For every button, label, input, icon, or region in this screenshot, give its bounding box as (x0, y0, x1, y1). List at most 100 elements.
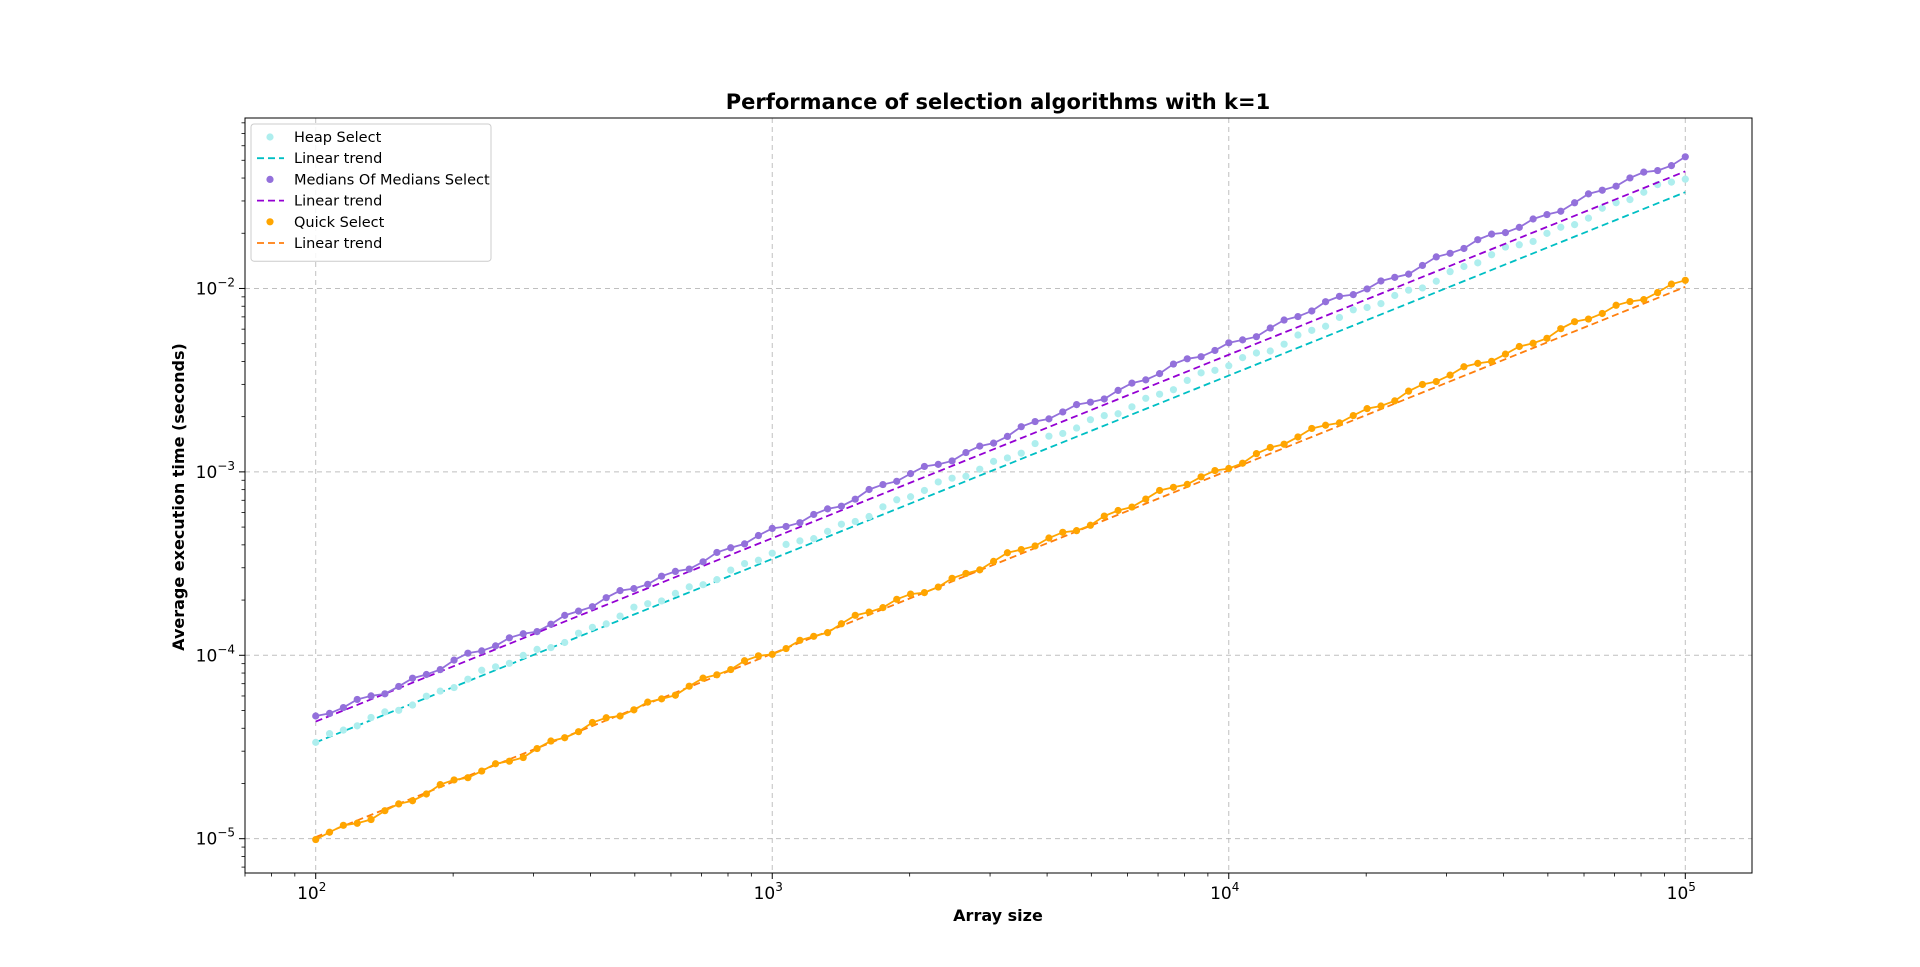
data-point (1335, 313, 1344, 322)
data-point (1017, 545, 1025, 554)
data-point (948, 574, 956, 582)
data-point (1280, 316, 1288, 324)
data-point (325, 828, 334, 836)
x-tick-base: 10 (754, 884, 776, 904)
data-point (561, 611, 569, 619)
data-point (1543, 229, 1551, 237)
data-point (602, 620, 610, 628)
legend-label: Heap Select (294, 130, 382, 146)
data-point (1363, 405, 1371, 413)
data-point (851, 495, 859, 503)
y-tick-base: 10 (196, 646, 218, 666)
data-point (1626, 297, 1634, 306)
data-point (1349, 306, 1357, 314)
data-point (436, 687, 444, 695)
data-point (1239, 336, 1247, 344)
data-point (325, 730, 334, 738)
data-point (408, 797, 417, 805)
y-axis-label: Average execution time (seconds) (169, 343, 188, 651)
data-point (408, 701, 417, 709)
data-point (1667, 162, 1676, 170)
data-point (395, 706, 403, 714)
data-point (1252, 333, 1261, 341)
data-point (1059, 528, 1067, 536)
data-point (519, 651, 527, 660)
data-point (1280, 340, 1288, 348)
data-point (768, 524, 776, 533)
x-tick-label: 103 (754, 880, 783, 904)
data-point (1363, 303, 1371, 312)
data-point (1460, 262, 1468, 271)
y-tick-label: 10−5 (196, 826, 235, 850)
data-point (810, 510, 818, 519)
trend-line (315, 170, 1686, 723)
data-point (920, 462, 929, 471)
data-point (893, 496, 901, 504)
data-point (1114, 506, 1122, 515)
data-point (1612, 182, 1620, 190)
data-point (906, 590, 915, 598)
data-point (1128, 503, 1136, 511)
x-tick-exponent: 3 (775, 880, 783, 894)
data-point (588, 603, 597, 611)
data-point (837, 502, 846, 510)
data-point (450, 776, 458, 784)
data-point (1239, 353, 1247, 362)
data-point (740, 657, 749, 665)
data-point (1446, 249, 1454, 257)
data-point (644, 600, 652, 608)
data-point (505, 659, 513, 667)
data-point (754, 556, 763, 564)
data-point (519, 630, 527, 638)
data-point (588, 718, 597, 727)
data-point (1612, 301, 1620, 309)
data-point (657, 572, 666, 580)
data-point (1031, 542, 1039, 550)
data-point (699, 558, 707, 566)
data-point (561, 734, 569, 742)
data-point (754, 652, 763, 660)
data-point (644, 580, 652, 588)
data-point (1114, 410, 1122, 418)
data-point (962, 569, 970, 578)
data-point (1432, 377, 1440, 386)
data-point (1529, 215, 1537, 223)
data-point (616, 712, 624, 720)
data-point (1557, 207, 1565, 215)
data-point (478, 767, 486, 775)
data-point (1155, 370, 1164, 378)
data-point (1543, 334, 1551, 342)
data-point (796, 636, 804, 644)
data-point (879, 480, 887, 489)
data-point (630, 706, 638, 714)
data-point (1377, 277, 1385, 285)
data-point (865, 485, 873, 494)
data-point (1072, 424, 1081, 432)
y-tick-label: 10−4 (196, 642, 235, 666)
data-point (989, 439, 998, 447)
y-tick-base: 10 (196, 279, 218, 299)
data-point (505, 757, 513, 765)
y-tick-exponent: −5 (217, 826, 235, 840)
grid (245, 118, 1752, 873)
data-point (602, 714, 610, 722)
data-point (339, 726, 347, 734)
series-line (315, 279, 1686, 841)
data-point (796, 519, 804, 527)
legend-label: Quick Select (294, 215, 385, 231)
data-point (1003, 454, 1012, 462)
data-point (1598, 186, 1606, 194)
data-point (1584, 214, 1593, 222)
data-point (1155, 486, 1164, 495)
x-tick-exponent: 5 (1688, 880, 1696, 894)
data-point (1294, 331, 1302, 339)
y-tick-label: 10−2 (196, 275, 235, 299)
data-point (1529, 339, 1537, 347)
data-point (1446, 371, 1454, 379)
data-point (740, 559, 749, 568)
data-point (381, 690, 389, 698)
data-point (1086, 416, 1095, 424)
data-point (1405, 286, 1413, 294)
data-point (464, 649, 472, 657)
